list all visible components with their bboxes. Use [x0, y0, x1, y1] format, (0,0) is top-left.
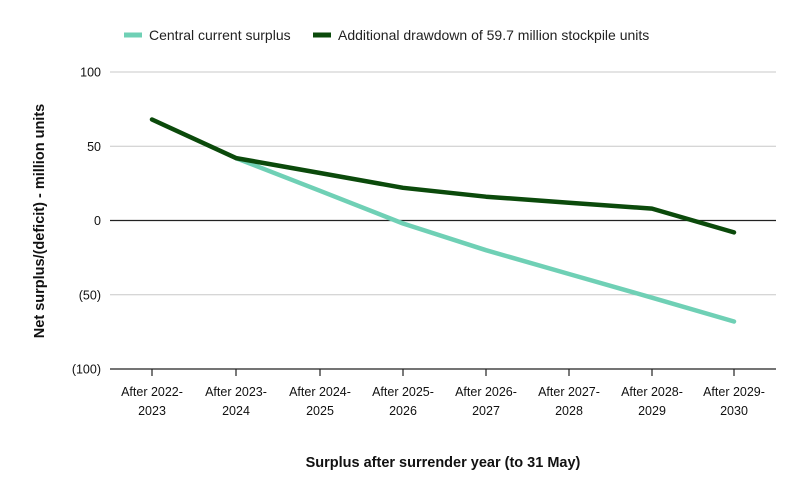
series-line-additional-drawdown — [149, 117, 737, 235]
legend-label-central-current-surplus: Central current surplus — [149, 27, 291, 43]
x-tick-label: After 2029-2030 — [703, 385, 765, 418]
x-tick-label: After 2027-2028 — [538, 385, 600, 418]
x-tick-label: After 2026-2027 — [455, 385, 517, 418]
y-tick-label: (50) — [79, 288, 101, 302]
x-tick-label: After 2022-2023 — [121, 385, 183, 418]
y-tick-label: 100 — [80, 66, 101, 80]
y-axis-title: Net surplus/(deficit) - million units — [32, 104, 48, 338]
gridlines — [110, 71, 776, 370]
series-lines — [149, 117, 737, 324]
legend: Central current surplus Additional drawd… — [124, 27, 649, 43]
x-axis-title: Surplus after surrender year (to 31 May) — [306, 455, 581, 471]
series-line-central-current-surplus — [233, 155, 737, 324]
x-axis: After 2022-2023 After 2023-2024 After 2024… — [121, 369, 765, 418]
y-tick-label: 0 — [94, 214, 101, 228]
x-tick-label: After 2024-2025 — [289, 385, 351, 418]
x-tick-label: After 2025-2026 — [372, 385, 434, 418]
x-tick-label: After 2028-2029 — [621, 385, 683, 418]
x-tick-label: After 2023-2024 — [205, 385, 267, 418]
y-axis: 100 50 0 (50) (100) — [72, 66, 101, 377]
y-tick-label: (100) — [72, 363, 101, 377]
legend-label-additional-drawdown: Additional drawdown of 59.7 million stoc… — [338, 27, 649, 43]
y-tick-label: 50 — [87, 140, 101, 154]
